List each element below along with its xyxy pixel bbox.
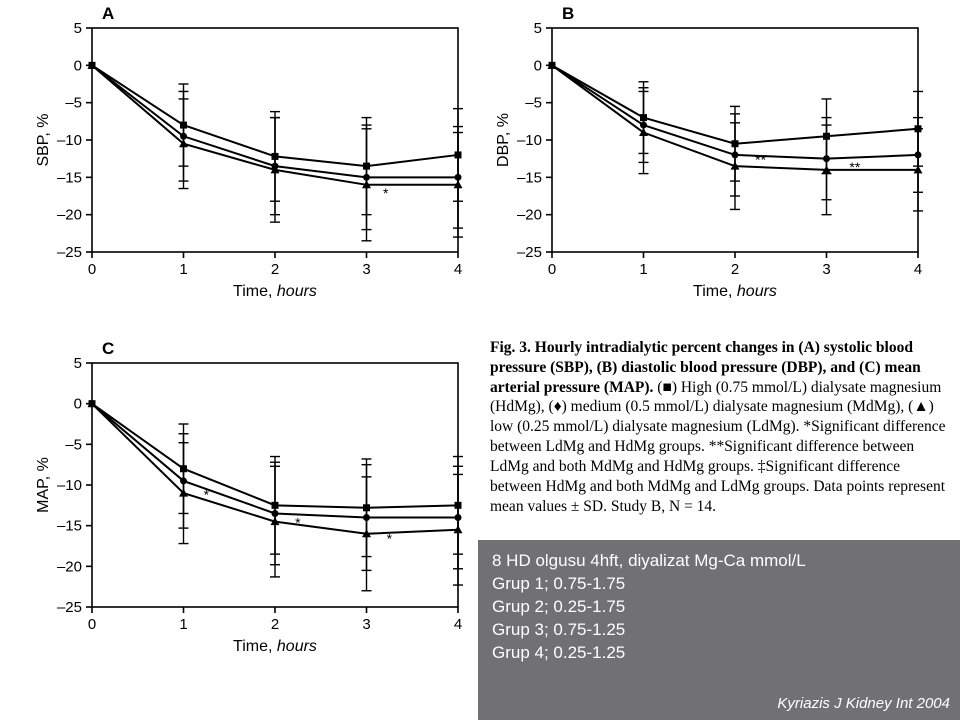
svg-text:–20: –20	[57, 558, 82, 575]
svg-text:–5: –5	[65, 95, 82, 112]
svg-text:5: 5	[534, 20, 542, 37]
svg-text:–25: –25	[57, 244, 82, 261]
svg-text:2: 2	[271, 616, 279, 633]
svg-text:0: 0	[88, 261, 96, 278]
svg-text:Time, hours: Time, hours	[693, 283, 777, 300]
citation: Kyriazis J Kidney Int 2004	[777, 694, 950, 714]
svg-text:5: 5	[74, 20, 82, 37]
svg-text:**: **	[755, 152, 766, 168]
svg-text:–10: –10	[57, 132, 82, 149]
svg-text:0: 0	[548, 261, 556, 278]
svg-text:0: 0	[88, 616, 96, 633]
svg-text:*: *	[383, 185, 389, 201]
svg-text:–5: –5	[525, 95, 542, 112]
svg-text:3: 3	[362, 261, 370, 278]
svg-text:1: 1	[179, 616, 187, 633]
svg-text:1: 1	[179, 261, 187, 278]
panel-label: B	[562, 4, 574, 24]
chart-panel-c: –25–20–15–10–50501234****MAP, %Time, hou…	[30, 335, 470, 665]
svg-text:–10: –10	[517, 132, 542, 149]
svg-text:–15: –15	[517, 169, 542, 186]
svg-text:SBP, %: SBP, %	[35, 113, 52, 166]
svg-text:5: 5	[74, 355, 82, 372]
svg-text:DBP, %: DBP, %	[495, 113, 512, 167]
group-line: 8 HD olgusu 4hft, diyalizat Mg-Ca mmol/L	[492, 550, 946, 573]
svg-text:0: 0	[74, 396, 82, 413]
svg-text:–10: –10	[57, 477, 82, 494]
panel-label: C	[102, 339, 114, 359]
svg-text:1: 1	[639, 261, 647, 278]
svg-text:0: 0	[534, 57, 542, 74]
svg-text:3: 3	[362, 616, 370, 633]
svg-text:–25: –25	[57, 599, 82, 616]
svg-text:–5: –5	[65, 436, 82, 453]
chart-panel-a: –25–20–15–10–50501234*‡SBP, %Time, hours…	[30, 0, 470, 310]
svg-text:–20: –20	[517, 207, 542, 224]
svg-text:MAP, %: MAP, %	[35, 457, 52, 513]
caption-body: (■) High (0.75 mmol/L) dialysate magnesi…	[490, 379, 946, 515]
study-groups-box: 8 HD olgusu 4hft, diyalizat Mg-Ca mmol/L…	[478, 540, 960, 720]
svg-text:4: 4	[454, 616, 462, 633]
group-line: Grup 1; 0.75-1.75	[492, 573, 946, 596]
svg-text:Time, hours: Time, hours	[233, 283, 317, 300]
svg-text:4: 4	[914, 261, 922, 278]
svg-text:0: 0	[74, 57, 82, 74]
group-line: Grup 4; 0.25-1.25	[492, 642, 946, 665]
svg-text:*: *	[387, 531, 393, 547]
svg-text:–15: –15	[57, 169, 82, 186]
figure-caption: Fig. 3. Hourly intradialytic percent cha…	[490, 338, 950, 516]
svg-text:2: 2	[731, 261, 739, 278]
svg-text:–15: –15	[57, 518, 82, 535]
svg-text:Time, hours: Time, hours	[233, 638, 317, 655]
figure-container: –25–20–15–10–50501234*‡SBP, %Time, hours…	[0, 0, 960, 720]
svg-text:4: 4	[454, 261, 462, 278]
svg-text:*: *	[204, 487, 210, 503]
chart-panel-b: –25–20–15–10–50501234*****DBP, %Time, ho…	[490, 0, 930, 310]
svg-text:**: **	[849, 159, 860, 175]
svg-text:–25: –25	[517, 244, 542, 261]
group-line: Grup 2; 0.25-1.75	[492, 596, 946, 619]
svg-text:*: *	[295, 514, 301, 530]
panel-label: A	[102, 4, 114, 24]
group-line: Grup 3; 0.75-1.25	[492, 619, 946, 642]
svg-text:2: 2	[271, 261, 279, 278]
svg-text:–20: –20	[57, 207, 82, 224]
svg-text:3: 3	[822, 261, 830, 278]
